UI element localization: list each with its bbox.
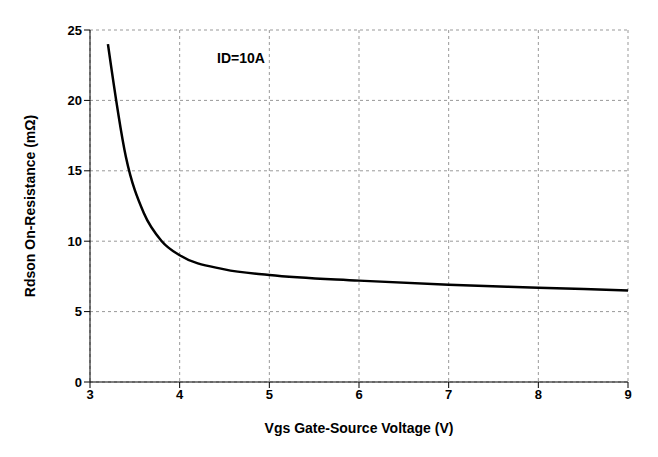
svg-text:Rdson On-Resistance (mΩ): Rdson On-Resistance (mΩ) (22, 115, 38, 297)
html-text:ID=10A: ID=10A (217, 50, 265, 66)
svg-text:6: 6 (355, 387, 362, 402)
svg-text:15: 15 (68, 163, 82, 178)
svg-text:3: 3 (86, 387, 93, 402)
svg-text:9: 9 (624, 387, 631, 402)
svg-text:5: 5 (75, 304, 82, 319)
svg-text:0: 0 (75, 375, 82, 390)
svg-text:8: 8 (535, 387, 542, 402)
svg-text:10: 10 (68, 234, 82, 249)
svg-text:20: 20 (68, 93, 82, 108)
svg-text:4: 4 (176, 387, 184, 402)
svg-text:7: 7 (445, 387, 452, 402)
svg-text:Vgs Gate-Source Voltage (V): Vgs Gate-Source Voltage (V) (265, 420, 454, 436)
svg-text:25: 25 (68, 23, 82, 38)
svg-text:5: 5 (266, 387, 273, 402)
